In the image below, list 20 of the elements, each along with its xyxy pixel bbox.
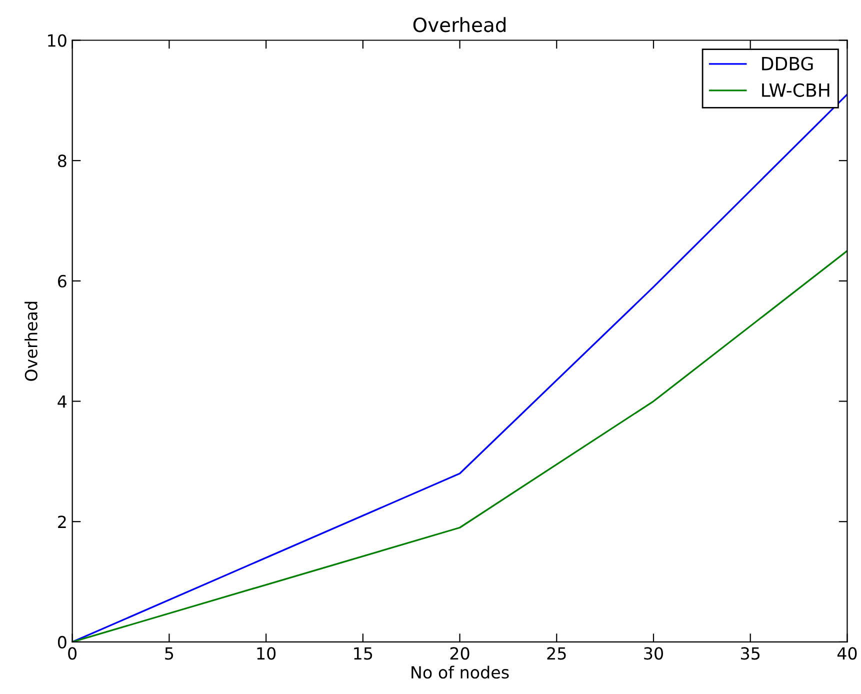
y-tick-label: 0 (58, 636, 66, 649)
x-tick-label: 30 (644, 647, 663, 660)
y-tick-label: 10 (48, 34, 66, 47)
x-tick-label: 35 (741, 647, 760, 660)
x-tick-label: 15 (354, 647, 372, 660)
x-tick-label: 20 (450, 647, 470, 660)
x-axis-title: No of nodes (412, 666, 509, 679)
y-tick-label: 2 (58, 516, 66, 528)
x-tick-label: 0 (68, 647, 77, 660)
chart-title: Overhead (413, 17, 506, 32)
legend-label: DDBG (762, 56, 813, 70)
x-tick-label: 40 (837, 647, 857, 660)
y-tick-label: 8 (58, 154, 66, 168)
y-axis-title: Overhead (24, 302, 38, 381)
y-tick-label: 4 (58, 395, 67, 408)
x-tick-label: 10 (257, 647, 276, 660)
x-tick-label: 25 (547, 647, 566, 660)
legend-label: LW-CBH (762, 83, 830, 97)
x-tick-label: 5 (165, 647, 174, 660)
y-tick-label: 6 (58, 274, 66, 288)
